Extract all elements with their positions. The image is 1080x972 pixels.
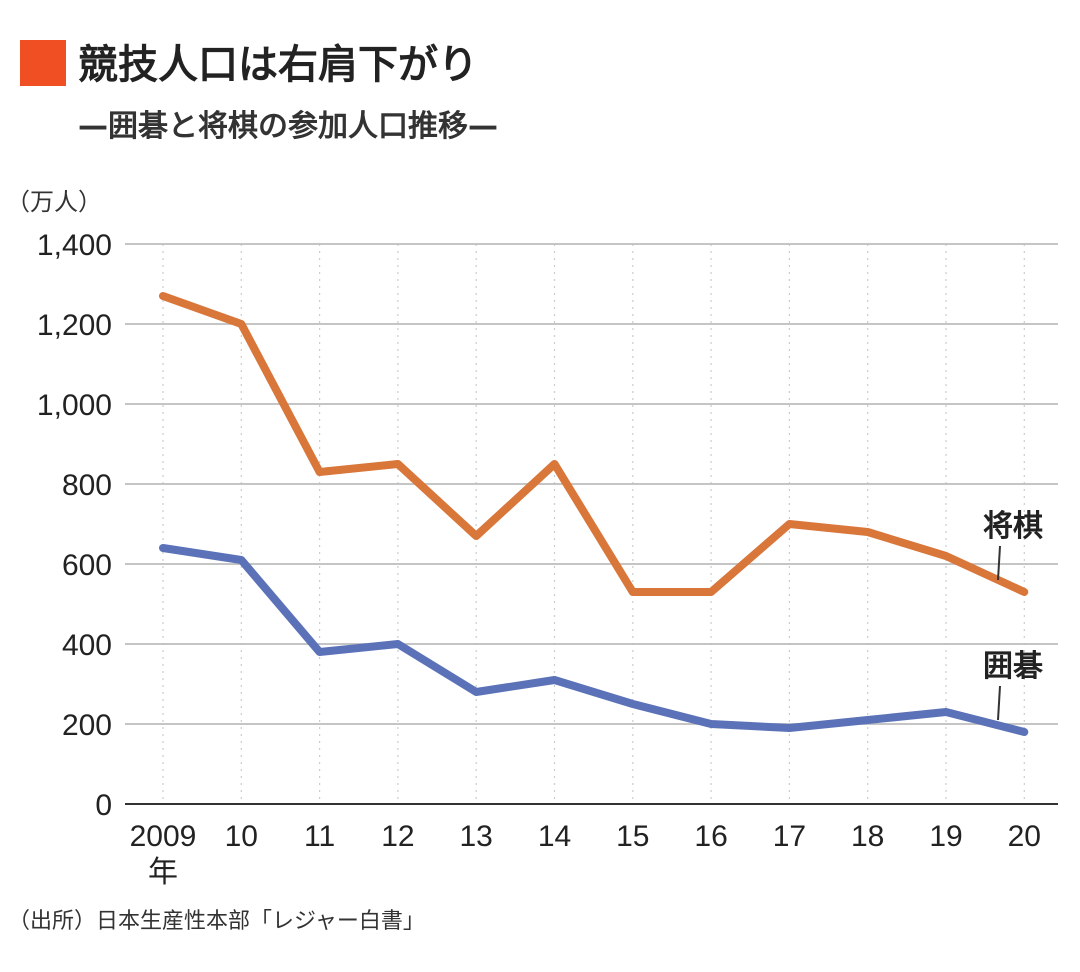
grid-lines	[125, 243, 1058, 805]
x-tick-label: 12	[381, 820, 414, 853]
x-tick-label: 10	[225, 820, 258, 853]
x-tick-label: 19	[929, 820, 962, 853]
chart-title: 競技人口は右肩下がり	[78, 42, 478, 88]
y-tick-label: 1,200	[37, 309, 112, 342]
y-tick-label: 200	[62, 709, 112, 742]
series-label: 囲碁	[983, 649, 1044, 684]
y-tick-label: 1,000	[37, 389, 112, 422]
y-tick-label: 400	[62, 629, 112, 662]
y-tick-label: 600	[62, 549, 112, 582]
series-line	[159, 292, 1029, 596]
x-tick-label: 20	[1008, 820, 1041, 853]
x-tick-label: 13	[460, 820, 493, 853]
series-label-leader	[997, 685, 1001, 721]
series-lines	[159, 292, 1029, 736]
y-tick-label: 1,400	[37, 229, 112, 262]
x-tick-year-suffix: 年	[148, 856, 178, 889]
title-accent-square	[20, 40, 66, 86]
source-note: （出所）日本生産性本部「レジャー白書」	[8, 909, 425, 934]
y-tick-label: 800	[62, 469, 112, 502]
y-axis-ticks: 0 200 400 600 800 1,000 1,200 1,400	[37, 229, 112, 822]
series-label: 将棋	[983, 509, 1043, 544]
x-tick-label: 16	[694, 820, 727, 853]
x-axis-ticks: 2009 10 11 12 13 14 15 16 17 18 19 20 年	[130, 820, 1041, 889]
series-line	[159, 544, 1029, 736]
x-tick-label: 14	[538, 820, 571, 853]
x-tick-label: 15	[616, 820, 649, 853]
series-label-leader	[997, 545, 1001, 581]
x-tick-label: 11	[304, 820, 335, 853]
x-tick-label: 18	[851, 820, 884, 853]
chart-subtitle: —囲碁と将棋の参加人口推移—	[78, 109, 498, 144]
y-axis-unit-label: （万人）	[6, 188, 102, 216]
y-tick-label: 0	[95, 789, 112, 822]
x-tick-label: 17	[773, 820, 806, 853]
x-tick-label: 2009	[130, 820, 197, 853]
